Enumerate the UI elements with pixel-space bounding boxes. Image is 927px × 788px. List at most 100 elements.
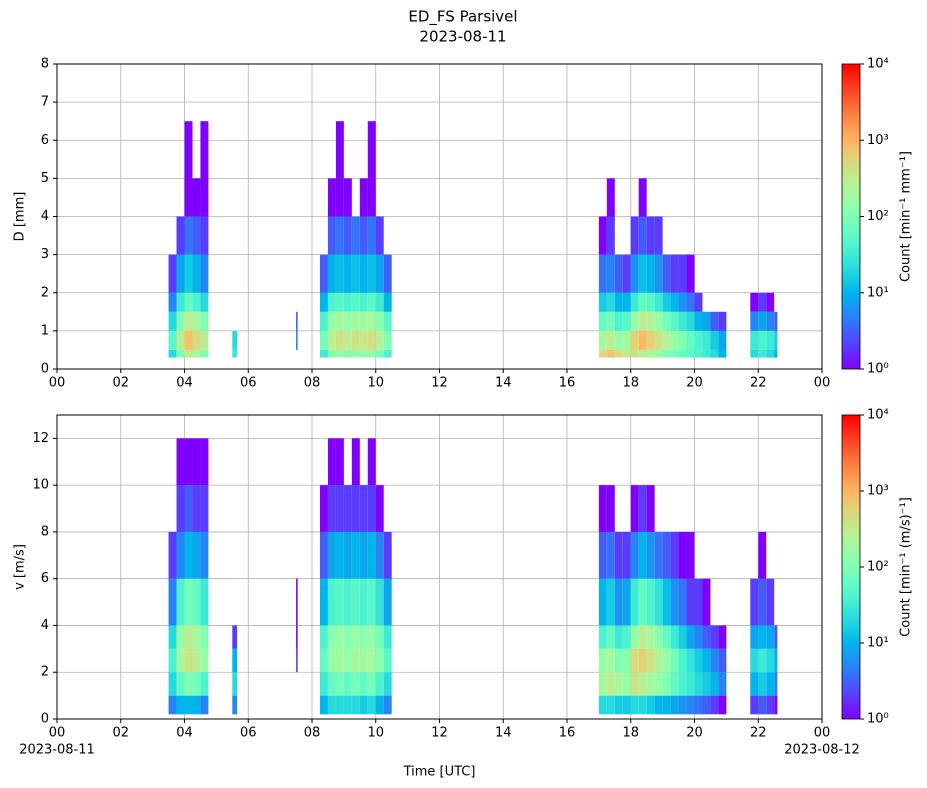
heatmap-cell [630,578,639,626]
heatmap-cell [351,648,360,673]
x-tick-label: 10 [367,376,384,391]
heatmap-cell [359,648,368,673]
heatmap-cell [319,349,328,358]
heatmap-cell [375,330,384,350]
heatmap-cell [375,672,384,696]
heatmap-cell [598,485,607,532]
heatmap-cell [319,695,328,715]
heatmap-cell [375,625,384,649]
heatmap-cell [192,330,201,350]
y-tick-label: 0 [41,712,49,727]
heatmap-cell [335,254,344,293]
heatmap-cell [200,216,209,255]
heatmap-cell [686,330,695,350]
heatmap-cell [367,349,376,358]
heatmap-cell [176,254,185,293]
colorbar-tick-label: 10³ [867,133,889,148]
heatmap-cell [343,578,352,626]
heatmap-cell [184,216,193,255]
x-tick-label: 22 [750,376,767,391]
heatmap-cell [646,648,655,673]
heatmap-cell [296,311,298,331]
heatmap-cell [335,178,344,217]
heatmap-cell [678,531,687,579]
heatmap-cell [606,578,615,626]
heatmap-cell [343,672,352,696]
heatmap-cell [192,311,201,331]
heatmap-cell [630,485,639,532]
heatmap-cell [678,578,687,626]
heatmap-cell [184,625,193,649]
heatmap-cell [638,578,647,626]
x-tick-label: 06 [240,376,257,391]
heatmap-cell [670,625,679,649]
heatmap-cell [670,330,679,350]
y-tick-label: 5 [41,171,49,186]
heatmap-cell [327,672,336,696]
heatmap-cell [176,292,185,312]
heatmap-cell [359,292,368,312]
heatmap-cell [343,330,352,350]
heatmap-cell [351,349,360,358]
heatmap-cell [638,311,647,331]
heatmap-cell [598,695,607,715]
y-axis-label: D [mm] [13,192,28,242]
heatmap-cell [646,672,655,696]
heatmap-cell [184,672,193,696]
heatmap-cell [758,531,767,579]
y-tick-label: 7 [41,95,49,110]
heatmap-cell [622,254,631,293]
heatmap-cell [766,578,775,626]
heatmap-cell [654,311,663,331]
heatmap-cell [710,672,719,696]
heatmap-cell [694,625,703,649]
heatmap-cell [614,578,623,626]
heatmap-cell [232,672,238,696]
heatmap-cell [383,254,392,293]
heatmap-cell [758,695,767,715]
x-tick-label: 18 [622,376,639,391]
heatmap-cell [710,330,719,350]
heatmap-cell [718,311,727,331]
heatmap-cell [351,672,360,696]
heatmap-cell [343,216,352,255]
heatmap-cell [638,672,647,696]
colorbar-tick-label: 10¹ [867,285,889,300]
heatmap-cell [168,330,177,350]
heatmap-cell [359,349,368,358]
heatmap-cell [192,292,201,312]
heatmap-cell [367,531,376,579]
heatmap-cell [351,216,360,255]
heatmap-cell [367,292,376,312]
heatmap-cell [200,311,209,331]
heatmap-cell [367,121,376,179]
heatmap-cell [598,349,607,358]
heatmap-cell [327,349,336,358]
colorbar-label: Count [min⁻¹ mm⁻¹] [899,151,914,282]
heatmap-cell [630,695,639,715]
heatmap-cell [184,292,193,312]
heatmap-cell [694,578,703,626]
heatmap-cell [296,578,298,626]
heatmap-cell [351,695,360,715]
heatmap-cell [319,648,328,673]
colorbar-tick-label: 10² [867,209,889,224]
heatmap-cell [327,216,336,255]
heatmap-cell [638,330,647,350]
heatmap-cell [367,330,376,350]
x-tick-label: 00 [49,726,66,741]
heatmap-cell [638,695,647,715]
heatmap-cell [654,695,663,715]
heatmap-cell [766,625,775,649]
heatmap-cell [200,292,209,312]
heatmap-cell [367,695,376,715]
heatmap-cell [614,531,623,579]
heatmap-cell [766,311,775,331]
heatmap-cell [678,292,687,312]
heatmap-cell [383,578,392,626]
heatmap-cell [750,349,759,358]
heatmap-cell [184,695,193,715]
heatmap-cell [335,531,344,579]
heatmap-cell [750,625,759,649]
heatmap-cell [702,349,711,358]
